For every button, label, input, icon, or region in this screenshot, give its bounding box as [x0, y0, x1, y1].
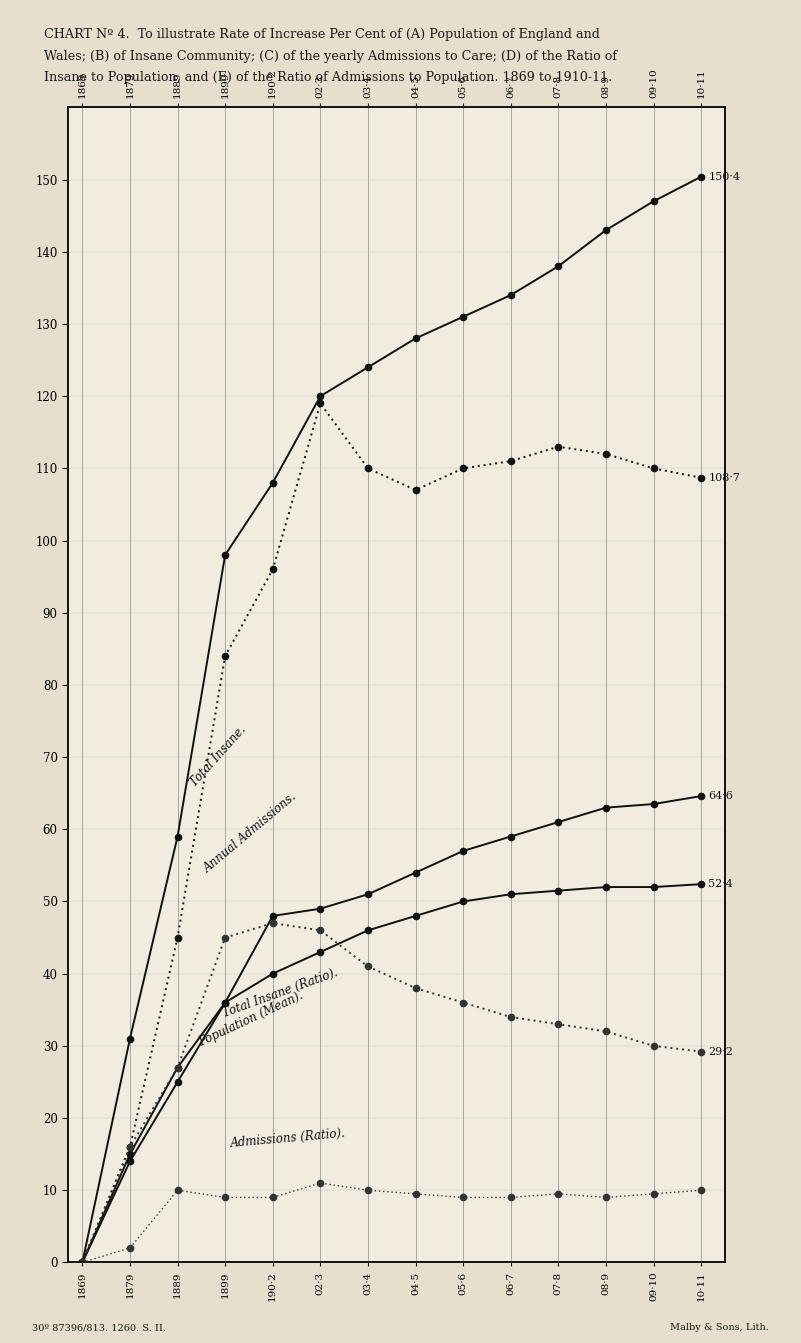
- Text: 150·4: 150·4: [708, 172, 740, 181]
- Text: 30º 87396/813. 1260. S. II.: 30º 87396/813. 1260. S. II.: [32, 1323, 166, 1332]
- Text: Admissions (Ratio).: Admissions (Ratio).: [230, 1127, 347, 1150]
- Text: 64·6: 64·6: [708, 791, 733, 800]
- Text: Insane to Population, and (E) of the Ratio of Admissions to Population. 1869 to : Insane to Population, and (E) of the Rat…: [44, 71, 612, 85]
- Text: 29·2: 29·2: [708, 1046, 733, 1057]
- Text: Wales; (B) of Insane Community; (C) of the yearly Admissions to Care; (D) of the: Wales; (B) of Insane Community; (C) of t…: [44, 50, 618, 63]
- Text: Malby & Sons, Lith.: Malby & Sons, Lith.: [670, 1323, 769, 1332]
- Text: Total Insane (Ratio).: Total Insane (Ratio).: [220, 966, 340, 1019]
- Text: Total Insane.: Total Insane.: [187, 723, 248, 788]
- Text: 108·7: 108·7: [708, 473, 740, 482]
- Text: Annual Admissions.: Annual Admissions.: [201, 791, 300, 876]
- Text: Population (Mean).: Population (Mean).: [196, 988, 305, 1049]
- Text: 52·4: 52·4: [708, 880, 733, 889]
- Text: CHART Nº 4.  To illustrate Rate of Increase Per Cent of (A) Population of Englan: CHART Nº 4. To illustrate Rate of Increa…: [44, 28, 600, 42]
